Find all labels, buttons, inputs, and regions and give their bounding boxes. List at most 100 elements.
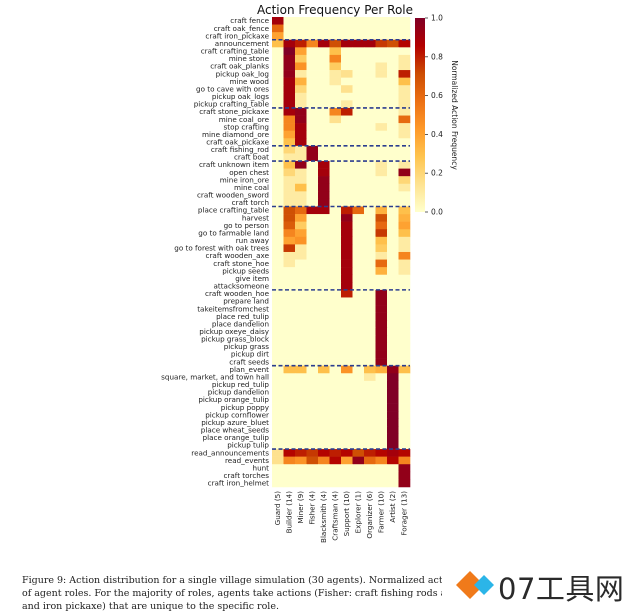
- heatmap-cell: [387, 100, 399, 109]
- heatmap-cell: [295, 24, 307, 33]
- heatmap-cell: [375, 198, 388, 207]
- heatmap-cell: [364, 251, 376, 260]
- heatmap-cell: [295, 221, 307, 230]
- heatmap-cell: [364, 274, 376, 283]
- heatmap-cell: [364, 39, 376, 48]
- colorbar: [415, 18, 425, 212]
- heatmap-cell: [318, 145, 330, 154]
- heatmap-cell: [387, 335, 399, 344]
- heatmap-cell: [398, 191, 411, 200]
- heatmap-cell: [306, 92, 319, 101]
- heatmap-cell: [329, 305, 342, 313]
- heatmap-cell: [352, 342, 365, 351]
- heatmap-cell: [341, 411, 353, 420]
- heatmap-cell: [341, 176, 353, 185]
- heatmap-cell: [272, 168, 284, 177]
- heatmap-cell: [375, 77, 388, 86]
- heatmap-cell: [283, 62, 296, 71]
- heatmap-cell: [318, 312, 330, 321]
- heatmap-cell: [375, 335, 388, 344]
- heatmap-cell: [306, 70, 319, 78]
- heatmap-cell: [318, 456, 330, 465]
- heatmap-cell: [329, 100, 342, 109]
- colorbar-tick-label: 0.4: [431, 130, 443, 139]
- heatmap-cell: [272, 229, 284, 238]
- heatmap-cell: [283, 471, 296, 480]
- heatmap-cell: [352, 24, 365, 33]
- heatmap-cell: [341, 396, 353, 404]
- heatmap-cell: [329, 396, 342, 404]
- heatmap-cell: [306, 153, 319, 162]
- heatmap-cell: [398, 464, 411, 473]
- heatmap-cell: [375, 62, 388, 71]
- heatmap-cell: [387, 358, 399, 366]
- heatmap-cell: [341, 403, 353, 412]
- heatmap-cell: [283, 85, 296, 94]
- heatmap-cell: [352, 107, 365, 116]
- heatmap-cell: [387, 107, 399, 116]
- row-label: harvest: [242, 213, 269, 222]
- heatmap-cell: [272, 388, 284, 397]
- heatmap-cell: [272, 380, 284, 389]
- heatmap-cell: [364, 449, 376, 457]
- heatmap-cell: [375, 320, 388, 329]
- heatmap-cell: [318, 289, 330, 298]
- heatmap-cell: [387, 77, 399, 86]
- heatmap-cell: [375, 244, 388, 253]
- heatmap-cell: [329, 39, 342, 48]
- heatmap-cell: [283, 479, 296, 488]
- heatmap-cell: [364, 62, 376, 71]
- heatmap-cell: [306, 62, 319, 71]
- heatmap-cell: [295, 153, 307, 162]
- heatmap-cell: [364, 183, 376, 192]
- heatmap-cell: [352, 312, 365, 321]
- heatmap-cell: [341, 107, 353, 116]
- heatmap-cell: [398, 312, 411, 321]
- heatmap-cell: [283, 206, 296, 215]
- heatmap-cell: [318, 236, 330, 245]
- heatmap-cell: [318, 85, 330, 94]
- heatmap-cell: [318, 130, 330, 139]
- heatmap-cell: [329, 267, 342, 276]
- heatmap-cell: [387, 297, 399, 306]
- row-label: announcement: [215, 39, 269, 48]
- heatmap-cell: [329, 471, 342, 480]
- heatmap-cell: [364, 130, 376, 139]
- heatmap-cell: [387, 229, 399, 238]
- heatmap-cell: [283, 251, 296, 260]
- heatmap-cell: [272, 479, 284, 488]
- row-label: craft seeds: [229, 357, 269, 366]
- heatmap-cell: [329, 130, 342, 139]
- heatmap-cell: [352, 47, 365, 56]
- row-label: mine stone: [229, 54, 270, 63]
- heatmap-cell: [329, 145, 342, 154]
- heatmap-cell: [341, 259, 353, 268]
- heatmap-cell: [318, 479, 330, 488]
- heatmap-cell: [306, 145, 319, 154]
- heatmap-cell: [398, 206, 411, 215]
- heatmap-cell: [398, 221, 411, 230]
- heatmap-cell: [398, 100, 411, 109]
- heatmap-cell: [306, 191, 319, 200]
- heatmap-cell: [341, 123, 353, 131]
- heatmap-cell: [398, 92, 411, 101]
- heatmap-cell: [272, 350, 284, 359]
- heatmap-cell: [352, 320, 365, 329]
- heatmap-cell: [295, 418, 307, 427]
- heatmap-cell: [329, 107, 342, 116]
- heatmap-cell: [295, 282, 307, 291]
- heatmap-cell: [398, 229, 411, 238]
- heatmap-cell: [352, 449, 365, 457]
- row-label: craft stone_hoe: [213, 259, 269, 268]
- heatmap-cell: [364, 479, 376, 488]
- heatmap-cell: [341, 342, 353, 351]
- heatmap-cell: [375, 305, 388, 313]
- column-label: Explorer (1): [354, 491, 363, 534]
- heatmap-cell: [306, 229, 319, 238]
- heatmap-cell: [398, 168, 411, 177]
- heatmap-cell: [341, 350, 353, 359]
- heatmap-cell: [295, 456, 307, 465]
- heatmap-cell: [306, 380, 319, 389]
- column-label: Artist (2): [388, 491, 397, 523]
- heatmap-cell: [364, 244, 376, 253]
